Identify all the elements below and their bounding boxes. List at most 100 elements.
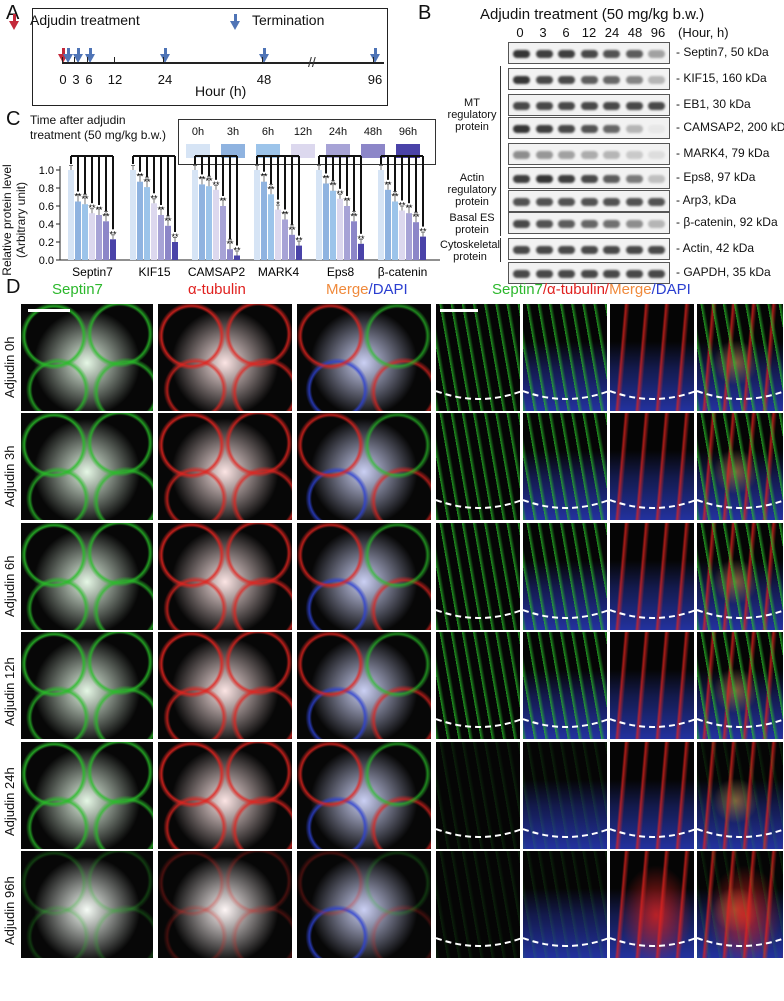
panel-c-letter: C (6, 108, 21, 130)
blot-band (625, 198, 643, 206)
cyto-group-bracket (500, 238, 501, 262)
blot-label: - Septin7, 50 kDa (676, 45, 769, 59)
timeline-axis (62, 57, 384, 64)
x-category-label: Eps8 (327, 265, 355, 279)
bar (420, 236, 426, 260)
blot-label: - Actin, 42 kDa (676, 241, 755, 255)
micrograph-tile (157, 741, 293, 850)
termination-96h-arrowhead-icon (370, 54, 380, 63)
x-category-label: CAMSAP2 (188, 265, 246, 279)
significance-mark: ** (336, 189, 344, 199)
termination-arrow-legend-icon (234, 14, 237, 22)
bar (282, 219, 288, 260)
chart-legend-box (178, 119, 436, 165)
basement-membrane-dashed-line (436, 937, 520, 947)
blot-band (558, 50, 575, 58)
micrograph-tile (296, 850, 432, 959)
blot-band (558, 102, 575, 110)
blot-band (580, 76, 598, 84)
micrograph-tile (296, 741, 432, 850)
micrograph-tile (20, 303, 154, 412)
significance-mark: ** (343, 196, 351, 206)
blot-strip (508, 212, 670, 234)
zoom-micrograph-tile (435, 631, 521, 740)
bar (337, 198, 343, 260)
blot-band (535, 50, 553, 58)
actin-group-bracket (500, 168, 501, 212)
significance-mark: ** (329, 181, 337, 191)
legend-entry-label: 48h (363, 126, 383, 138)
zoom-micrograph-tile (696, 522, 784, 631)
significance-mark: ** (198, 174, 206, 184)
bar (289, 234, 295, 260)
bar (130, 170, 136, 260)
termination-3h-arrowhead-icon (73, 54, 83, 63)
blot-band (513, 175, 530, 183)
zoom-micrograph-tile (609, 850, 695, 959)
significance-mark: ** (295, 236, 303, 246)
zoom-micrograph-tile (609, 522, 695, 631)
blot-strip (508, 167, 670, 189)
significance-mark: ** (233, 246, 241, 256)
lane-number: 3 (539, 25, 547, 40)
significance-mark: ** (384, 180, 392, 190)
blot-label: - Eps8, 97 kDa (676, 170, 756, 184)
scale-bar-overview (28, 309, 70, 312)
basement-membrane-dashed-line (697, 390, 783, 400)
legend-entry-label: 24h (328, 126, 348, 138)
zoom-micrograph-tile (435, 522, 521, 631)
blot-band (558, 270, 575, 278)
zoom-micrograph-tile (609, 741, 695, 850)
lane-number: 0 (516, 25, 524, 40)
tick-6: 6 (85, 72, 93, 87)
significance-mark: ** (281, 210, 289, 220)
lane-unit: (Hour, h) (678, 25, 729, 40)
legend-swatch (361, 144, 385, 158)
legend-entry-label: 6h (261, 126, 275, 138)
legend-swatch (256, 144, 280, 158)
basement-membrane-dashed-line (523, 828, 607, 838)
blot-band (580, 50, 598, 58)
bar (137, 181, 143, 260)
blot-band (648, 198, 665, 206)
micrograph-tile (157, 303, 293, 412)
blot-band (535, 246, 553, 254)
significance-mark: ** (412, 212, 420, 222)
lane-number: 48 (627, 25, 643, 40)
bar (151, 203, 157, 260)
zoom-micrograph-tile (696, 412, 784, 521)
basement-membrane-dashed-line (523, 390, 607, 400)
basement-membrane-dashed-line (436, 499, 520, 509)
legend-swatch (291, 144, 315, 158)
timeline-axis-label: Hour (h) (195, 83, 247, 99)
zoom-micrograph-tile (609, 303, 695, 412)
y-tick-label: 0.0 (39, 255, 54, 267)
bar (144, 187, 150, 260)
micrograph-tile (157, 412, 293, 521)
zoom-micrograph-tile (522, 850, 608, 959)
legend-entry-label: 12h (293, 126, 313, 138)
blot-band (535, 220, 553, 228)
zoom-micrograph-tile (609, 631, 695, 740)
significance-mark: ** (419, 227, 427, 237)
blot-band (535, 151, 553, 159)
blot-band (648, 151, 665, 159)
micrograph-tile (20, 631, 154, 740)
y-tick-label: 0.6 (39, 201, 54, 213)
zoom-micrograph-tile (435, 412, 521, 521)
bar (275, 209, 281, 260)
blot-band (603, 220, 620, 228)
micrograph-tile (157, 631, 293, 740)
row-label: Adjudin 24h (2, 767, 17, 836)
significance-mark: ** (136, 172, 144, 182)
dapi-word: /DAPI (368, 281, 408, 298)
blot-band (648, 50, 665, 58)
blot-band (513, 125, 530, 133)
significance-mark: ** (322, 174, 330, 184)
panel-a-letter: A (6, 2, 20, 24)
micrograph-tile (157, 522, 293, 631)
basement-membrane-dashed-line (610, 609, 694, 619)
legend-entry-label: 96h (398, 126, 418, 138)
significance-mark: ** (164, 216, 172, 226)
tick-96: 96 (367, 72, 383, 87)
